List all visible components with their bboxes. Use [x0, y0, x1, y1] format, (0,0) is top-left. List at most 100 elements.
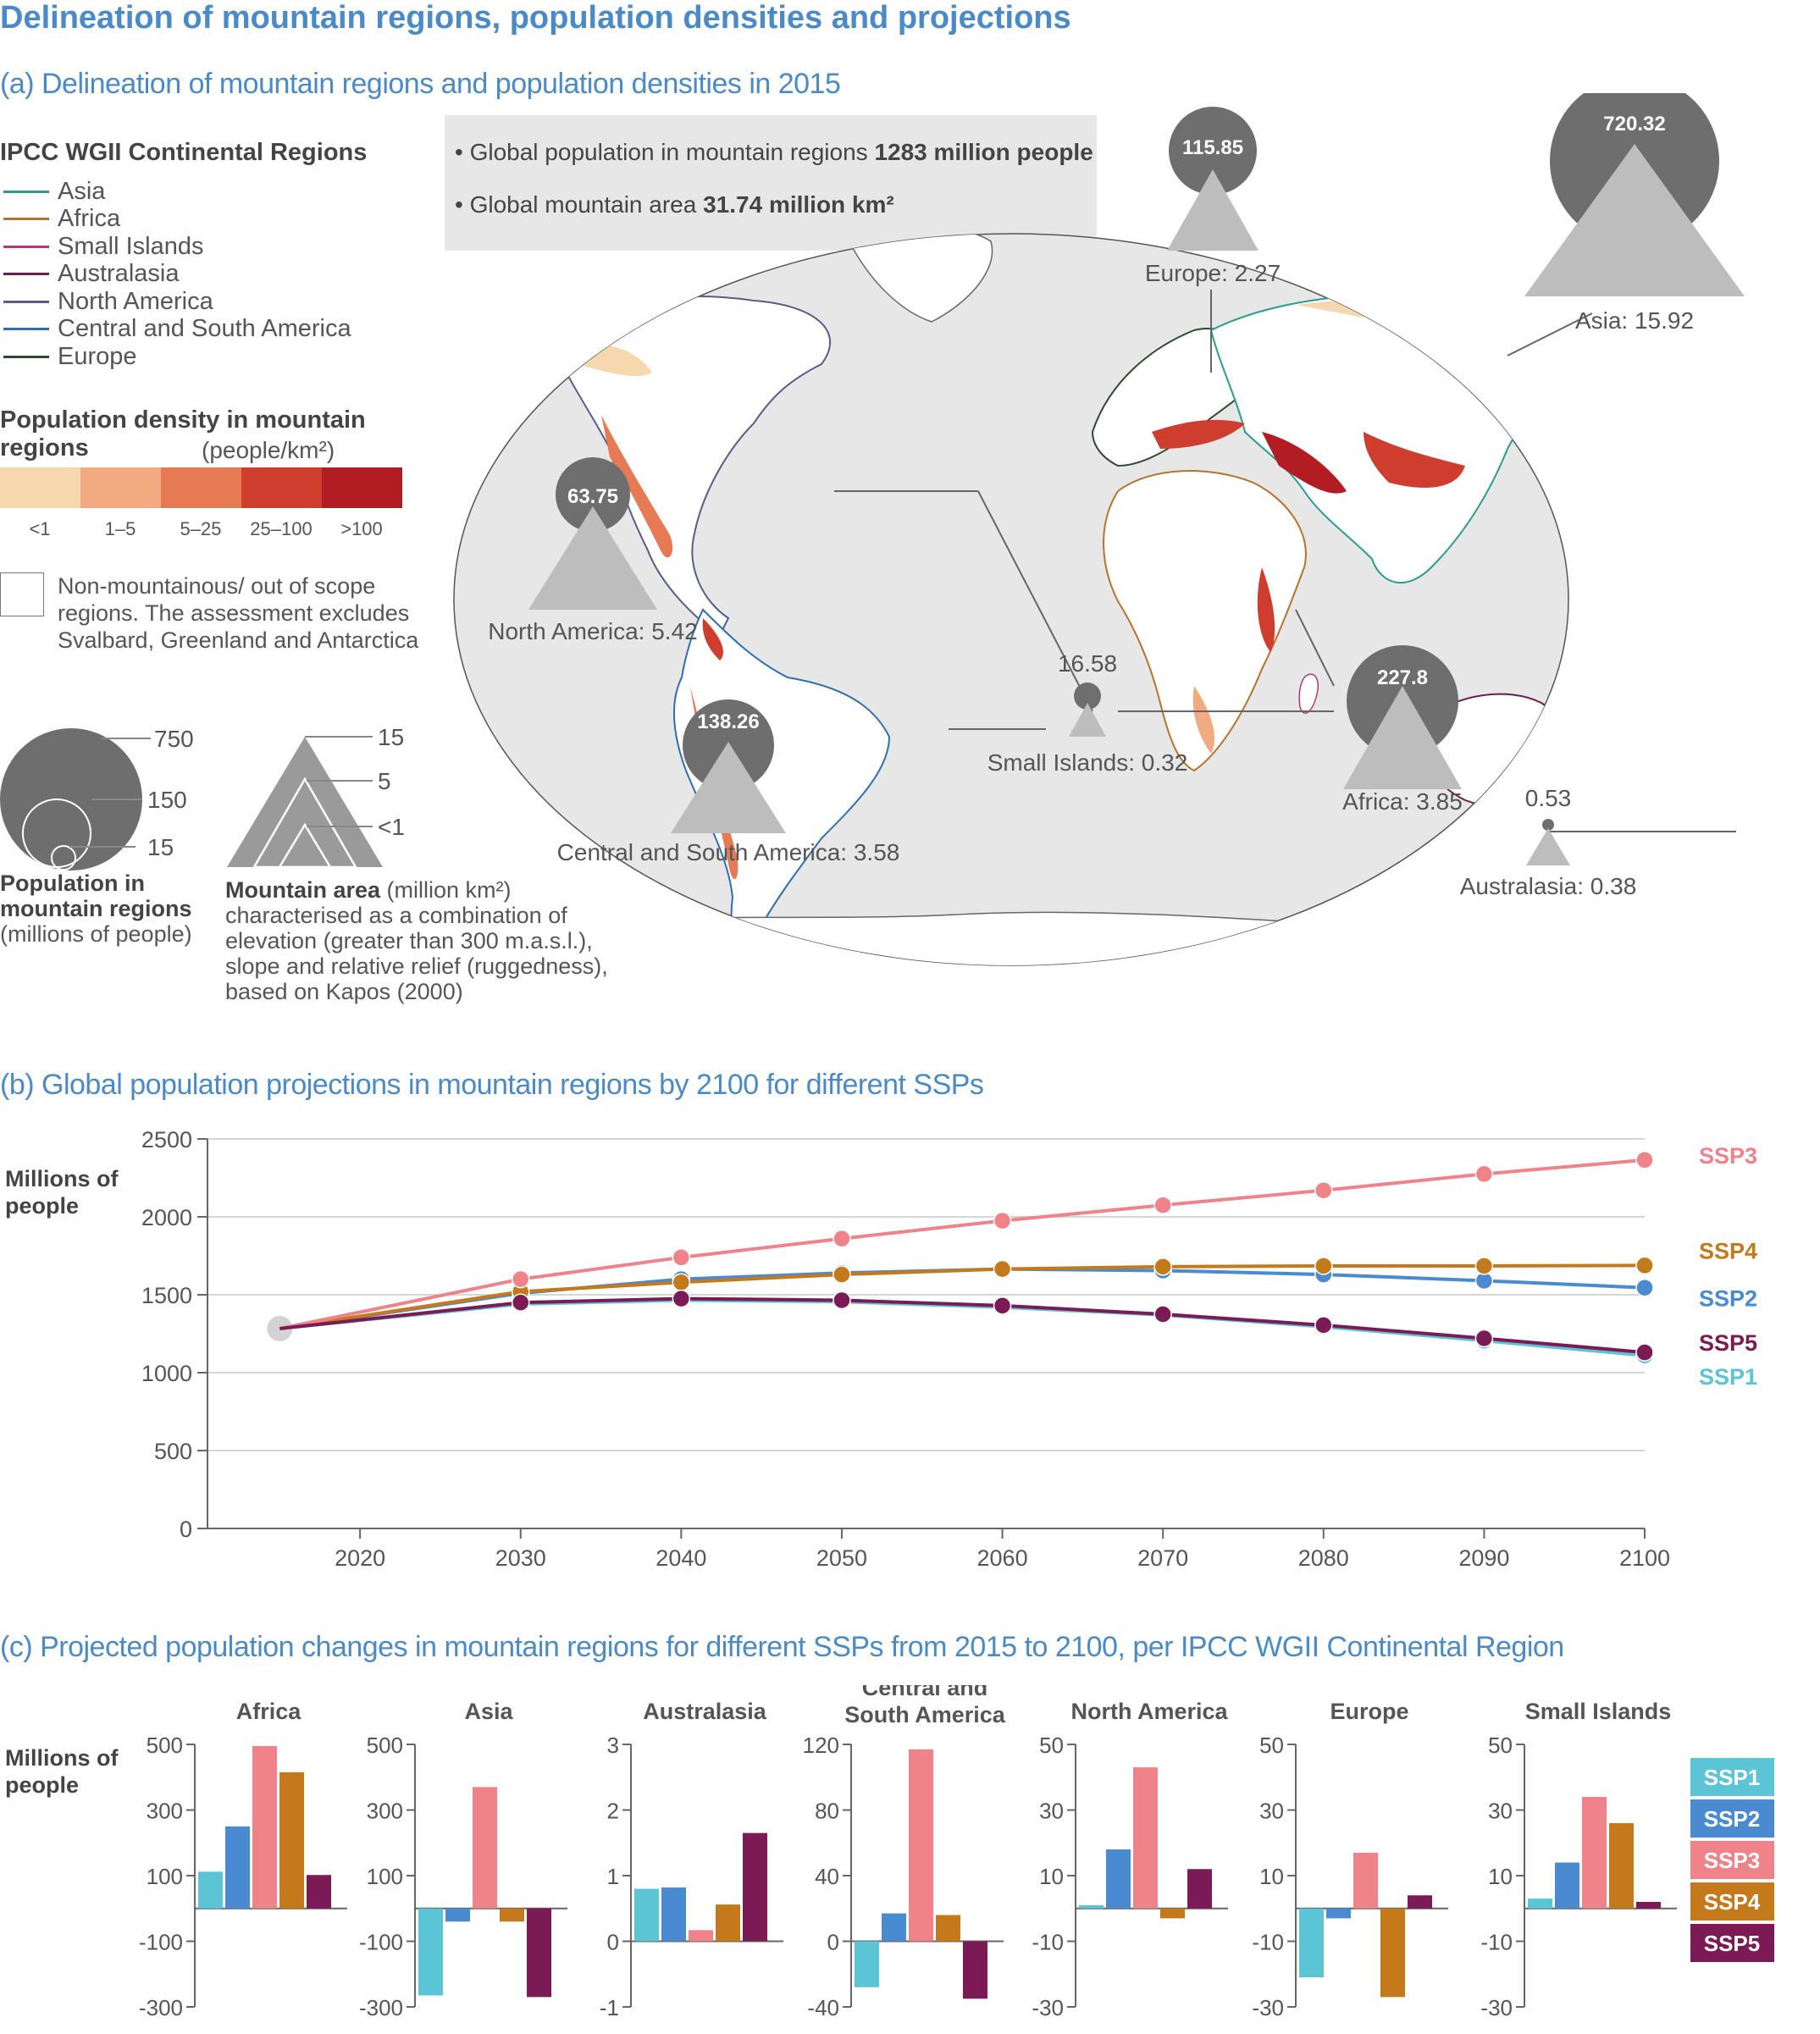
bar-central-and-south-america-ssp3 [909, 1749, 933, 1942]
bar-central-and-south-america-ssp2 [882, 1913, 906, 1942]
region-legend-swatch-europe [3, 355, 49, 358]
point-ssp4-2050 [833, 1265, 851, 1284]
panel-b-ylabel: Millions of people [5, 1166, 119, 1219]
region-legend-small-islands: Small Islands [3, 233, 203, 260]
bar-north-america-ssp4 [1160, 1908, 1185, 1919]
region-legend-label-australasia: Australasia [58, 260, 180, 287]
bar-charts: Africa-300-100100300500Asia-300-10010030… [139, 1685, 1774, 2020]
point-ssp5-2050 [833, 1291, 851, 1310]
bar-ytick-label-africa--100: -100 [139, 1930, 183, 1955]
point-ssp4-2070 [1153, 1257, 1172, 1276]
bar-ytick-label-small-islands--30: -30 [1480, 1995, 1513, 2020]
info-population-prefix: • Global population in mountain regions [455, 139, 875, 165]
region-legend-swatch-central-and-south-america [3, 328, 49, 330]
bar-panel-asia: Asia -300 -100 100 300 500 [359, 1699, 567, 2020]
bar-australasia-ssp4 [716, 1904, 740, 1942]
bar-ytick-label-asia-300: 300 [367, 1799, 403, 1824]
bar-north-america-ssp5 [1187, 1869, 1212, 1909]
xtick-label-2100: 2100 [1619, 1545, 1670, 1567]
density-swatch-1 [80, 467, 161, 508]
info-line-population: • Global population in mountain regions … [455, 139, 1093, 166]
bar-north-america-ssp3 [1133, 1767, 1158, 1909]
xtick-label-2050: 2050 [816, 1545, 867, 1567]
bar-europe-ssp3 [1353, 1852, 1378, 1909]
legend-circle-15 [51, 845, 76, 871]
symbol-asia: 720.32 Asia: 15.92 [1524, 93, 1745, 334]
panel-c-ylabel: Millions of people [5, 1745, 119, 1798]
bar-africa-ssp2 [225, 1826, 250, 1909]
xtick-label-2080: 2080 [1298, 1545, 1349, 1567]
density-label-2: 5–25 [180, 518, 222, 539]
triangle-caption-rest: (million km²) characterised as a combina… [225, 877, 608, 1004]
xtick-label-2090: 2090 [1458, 1545, 1509, 1567]
area-label-africa: Africa: 3.85 [1342, 788, 1463, 815]
bar-panel-title-africa: Africa [236, 1699, 302, 1724]
series-label-ssp5: SSP5 [1699, 1330, 1757, 1356]
population-value-australasia: 0.53 [1525, 785, 1572, 811]
area-label-central-south-america-text: Central and South America: 3.58 [557, 839, 900, 865]
population-value-africa: 227.8 [1377, 666, 1428, 689]
density-heading-bold: Population density in mountain regions [0, 406, 366, 462]
bar-australasia-ssp5 [743, 1832, 767, 1942]
bar-panel-central-and-south-america: Central and South America -40 0 40 80 120 [803, 1685, 1006, 2020]
panel-c-subtitle: (c) Projected population changes in moun… [0, 1631, 1564, 1663]
bar-ytick-label-africa--300: -300 [139, 1995, 183, 2020]
point-ssp4-2100 [1635, 1256, 1654, 1275]
area-label-small-islands: Small Islands: 0.32 [987, 749, 1188, 776]
population-circle-small-islands [1074, 683, 1101, 710]
circle-caption-unit: (millions of people) [0, 921, 192, 947]
area-label-north-america: North America: 5.42 [488, 618, 697, 644]
point-ssp3-2080 [1314, 1180, 1333, 1200]
bar-legend-box-ssp5 [1690, 1924, 1774, 1962]
bar-ytick-label-australasia-1: 1 [607, 1864, 619, 1889]
symbol-central-south-america: 138.26 Central and South America: 3.58 [557, 699, 900, 865]
bar-asia-ssp1 [418, 1908, 443, 1996]
point-ssp4-2040 [672, 1273, 691, 1292]
bar-ytick-label-north-america--10: -10 [1032, 1930, 1064, 1955]
point-ssp5-2080 [1314, 1316, 1333, 1335]
population-value-north-america: 63.75 [567, 485, 618, 508]
population-circle-australasia [1542, 819, 1554, 831]
population-circle-north-america [556, 457, 630, 532]
bar-central-and-south-america-ssp1 [855, 1941, 879, 1987]
bar-ytick-label-asia--100: -100 [359, 1930, 403, 1955]
region-legend-label-africa: Africa [58, 205, 121, 232]
bar-legend-label-ssp4: SSP4 [1704, 1889, 1761, 1915]
size-legend: 750 150 15 15 5 <1 [0, 724, 405, 871]
bar-legend-label-ssp3: SSP3 [1704, 1848, 1761, 1873]
legend-circle-label-750: 750 [154, 726, 194, 752]
region-legend-north-america: North America [3, 288, 213, 315]
region-legend-swatch-asia [3, 190, 49, 193]
bar-asia-ssp4 [500, 1908, 524, 1922]
density-label-0: <1 [29, 518, 51, 539]
symbol-australasia: 0.53 Australasia: 0.38 [1460, 785, 1637, 899]
point-ssp5-2030 [511, 1293, 530, 1312]
point-ssp5-2100 [1635, 1343, 1654, 1362]
bar-panel-title-australasia: Australasia [643, 1699, 767, 1724]
density-label-3: 25–100 [250, 518, 313, 539]
point-ssp5-2070 [1153, 1305, 1172, 1324]
area-label-australasia: Australasia: 0.38 [1460, 873, 1637, 899]
bar-small-islands-ssp4 [1609, 1823, 1634, 1909]
area-triangle-africa [1343, 686, 1462, 789]
point-ssp3-2030 [511, 1269, 530, 1289]
region-legend-swatch-africa [3, 218, 49, 220]
bar-legend-label-ssp1: SSP1 [1704, 1765, 1761, 1790]
xtick-label-2030: 2030 [495, 1545, 546, 1567]
bar-panel-title-europe: Europe [1330, 1699, 1408, 1724]
triangle-caption: Mountain area (million km²) characterise… [225, 877, 615, 1004]
area-label-asia: Asia: 15.92 [1575, 307, 1694, 334]
density-label-1: 1–5 [104, 518, 136, 539]
region-legend-europe: Europe [3, 343, 137, 370]
density-legend-heading: Population density in mountain regions (… [0, 406, 398, 463]
area-label-central-south-america: Central and South America: 3.58 [557, 839, 900, 865]
density-label-4: >100 [340, 518, 383, 539]
symbol-europe: 115.85 Europe: 2.27 [1145, 107, 1281, 286]
world-map: 63.75 North America: 5.42 115.85 Europe:… [453, 93, 1745, 966]
region-legend-central-and-south-america: Central and South America [3, 315, 351, 343]
bar-panel-small-islands: Small Islands -30 -10 10 30 50 [1480, 1699, 1677, 2020]
bar-legend-box-ssp2 [1690, 1799, 1774, 1838]
bar-north-america-ssp2 [1106, 1849, 1131, 1909]
line-ssp4 [279, 1263, 1646, 1330]
bar-europe-ssp5 [1408, 1895, 1432, 1909]
